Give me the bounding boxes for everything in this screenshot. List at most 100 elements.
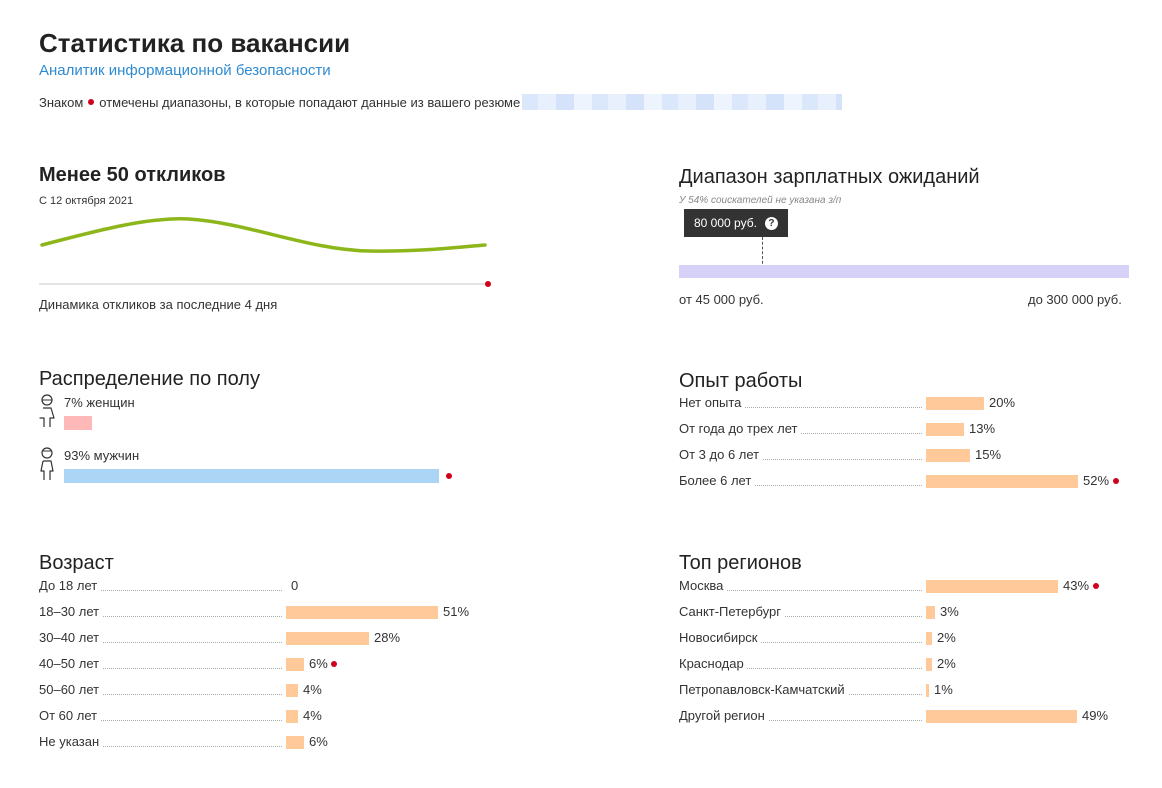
region-bar xyxy=(926,684,929,697)
vacancy-link[interactable]: Аналитик информационной безопасности xyxy=(39,62,331,79)
marker-dot-icon xyxy=(88,99,95,105)
gender-heading: Распределение по полу xyxy=(39,368,260,390)
responses-caption: Динамика откликов за последние 4 дня xyxy=(39,297,278,312)
experience-percent: 13% xyxy=(969,421,996,436)
region-leader xyxy=(679,720,922,721)
region-label: Санкт-Петербург xyxy=(679,604,784,620)
region-row: Другой регион 49% xyxy=(679,708,1138,724)
legend-note: Знаком отмечены диапазоны, в которые поп… xyxy=(39,94,843,110)
experience-row: Нет опыта 20% xyxy=(679,395,1138,411)
age-bar xyxy=(286,632,369,645)
regions-heading: Топ регионов xyxy=(679,552,802,574)
salary-range-bar xyxy=(679,265,1129,278)
experience-row: Более 6 лет 52% xyxy=(679,473,1138,489)
experience-label: Нет опыта xyxy=(679,395,745,411)
experience-label: От 3 до 6 лет xyxy=(679,447,763,463)
region-row: Москва 43% xyxy=(679,578,1138,594)
responses-since: С 12 октября 2021 xyxy=(39,195,134,207)
experience-leader xyxy=(679,485,922,486)
men-bar xyxy=(64,469,439,483)
region-label: Новосибирск xyxy=(679,630,761,646)
region-row: Петропавловск-Камчатский 1% xyxy=(679,682,1138,698)
experience-row: От года до трех лет 13% xyxy=(679,421,1138,437)
age-percent: 51% xyxy=(443,604,470,619)
region-percent: 2% xyxy=(937,630,956,645)
experience-leader xyxy=(679,459,922,460)
age-label: 50–60 лет xyxy=(39,682,103,698)
salary-heading: Диапазон зарплатных ожиданий xyxy=(679,166,980,188)
region-label: Москва xyxy=(679,578,727,594)
age-label: От 60 лет xyxy=(39,708,101,724)
age-row: 18–30 лет 51% xyxy=(39,604,498,620)
salary-min-label: от 45 000 руб. xyxy=(679,292,764,307)
region-leader xyxy=(679,616,922,617)
experience-bar xyxy=(926,475,1078,488)
men-label: 93% мужчин xyxy=(64,448,140,463)
experience-bar xyxy=(926,449,970,462)
region-percent: 3% xyxy=(940,604,959,619)
age-row: 50–60 лет 4% xyxy=(39,682,498,698)
responses-heading: Менее 50 откликов xyxy=(39,164,226,186)
age-leader xyxy=(39,746,282,747)
region-label: Другой регион xyxy=(679,708,768,724)
age-row: 30–40 лет 28% xyxy=(39,630,498,646)
experience-percent: 20% xyxy=(989,395,1016,410)
help-icon[interactable]: ? xyxy=(764,216,778,230)
legend-note-before: Знаком xyxy=(39,94,84,110)
region-row: Новосибирск 2% xyxy=(679,630,1138,646)
women-label: 7% женщин xyxy=(64,395,135,410)
region-bar xyxy=(926,606,935,619)
age-leader xyxy=(39,694,282,695)
region-label: Краснодар xyxy=(679,656,747,672)
region-leader xyxy=(679,590,922,591)
region-marker-dot-icon xyxy=(1093,583,1099,589)
age-label: 40–50 лет xyxy=(39,656,103,672)
men-marker-dot-icon xyxy=(446,473,452,479)
age-bar xyxy=(286,606,438,619)
age-percent: 0 xyxy=(291,578,299,593)
age-percent: 4% xyxy=(303,682,322,697)
salary-max-label: до 300 000 руб. xyxy=(1028,292,1122,307)
region-bar xyxy=(926,658,932,671)
salary-marker-line xyxy=(762,237,763,278)
age-heading: Возраст xyxy=(39,552,114,574)
region-bar xyxy=(926,632,932,645)
age-bar xyxy=(286,736,304,749)
male-icon xyxy=(40,447,54,480)
age-label: Не указан xyxy=(39,734,103,750)
age-row: От 60 лет 4% xyxy=(39,708,498,724)
salary-tooltip-value: 80 000 руб. xyxy=(694,216,757,230)
experience-bar xyxy=(926,397,984,410)
age-row: Не указан 6% xyxy=(39,734,498,750)
salary-tooltip: 80 000 руб. ? xyxy=(684,209,788,237)
experience-heading: Опыт работы xyxy=(679,370,803,392)
region-percent: 2% xyxy=(937,656,956,671)
female-icon xyxy=(39,394,55,427)
region-percent: 49% xyxy=(1082,708,1109,723)
page-title: Статистика по вакансии xyxy=(39,28,351,58)
region-percent: 1% xyxy=(934,682,953,697)
age-marker-dot-icon xyxy=(331,661,337,667)
legend-note-after: отмечены диапазоны, в которые попадают д… xyxy=(99,94,521,110)
age-leader xyxy=(39,720,282,721)
region-label: Петропавловск-Камчатский xyxy=(679,682,848,698)
responses-marker-dot-icon xyxy=(485,281,491,287)
experience-row: От 3 до 6 лет 15% xyxy=(679,447,1138,463)
experience-marker-dot-icon xyxy=(1113,478,1119,484)
age-bar xyxy=(286,658,304,671)
experience-leader xyxy=(679,407,922,408)
region-bar xyxy=(926,580,1058,593)
experience-percent: 52% xyxy=(1083,473,1110,488)
experience-bar xyxy=(926,423,964,436)
region-bar xyxy=(926,710,1077,723)
experience-label: От года до трех лет xyxy=(679,421,801,437)
region-percent: 43% xyxy=(1063,578,1090,593)
age-label: 30–40 лет xyxy=(39,630,103,646)
age-percent: 4% xyxy=(303,708,322,723)
age-percent: 6% xyxy=(309,656,328,671)
age-leader xyxy=(39,642,282,643)
age-leader xyxy=(39,590,282,591)
experience-percent: 15% xyxy=(975,447,1002,462)
region-leader xyxy=(679,642,922,643)
age-row: 40–50 лет 6% xyxy=(39,656,498,672)
